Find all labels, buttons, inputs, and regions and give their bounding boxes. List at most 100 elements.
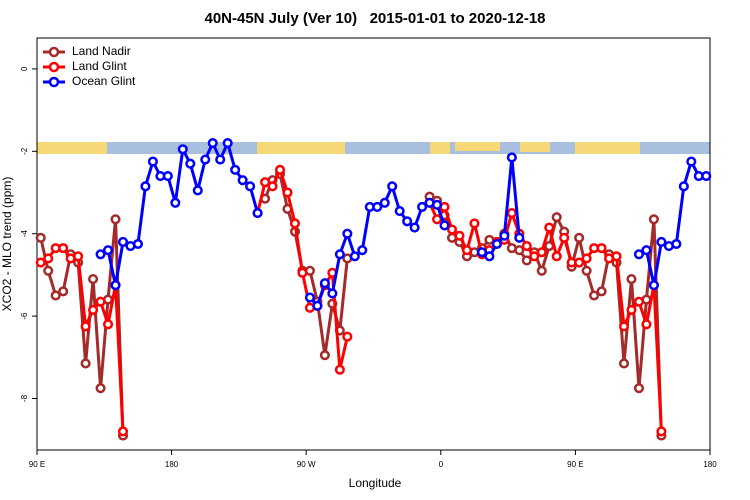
data-point [357,245,368,256]
data-point [282,187,293,198]
data-point [200,154,211,165]
data-point [379,197,390,208]
data-point [349,251,360,262]
data-point [215,154,226,165]
x-tick-label: 90 E [567,460,583,469]
data-point [581,253,592,264]
data-point [432,214,443,225]
data-point [177,144,188,155]
data-point [43,253,54,264]
data-point [102,319,114,330]
data-point [491,238,502,250]
data-point [596,286,607,297]
x-tick-label: 0 [439,460,444,469]
data-point [334,364,345,375]
data-point [334,249,345,260]
data-point [267,181,278,192]
plot-frame [36,37,711,451]
data-point [185,158,196,169]
y-tick-label: -2 [20,147,29,155]
data-point [274,164,286,175]
y-axis-label: XCO2 - MLO trend (ppm) [0,177,14,312]
legend-label: Land Nadir [72,44,131,58]
x-tick-label: 90 W [297,460,316,469]
data-point [192,185,203,196]
data-point [95,249,106,260]
data-point [633,383,645,394]
data-point [297,267,308,278]
data-point [506,152,517,163]
data-point [648,280,659,291]
data-point [387,181,398,192]
data-point [656,426,667,437]
data-point [88,304,99,315]
legend-label: Ocean Glint [72,74,136,88]
data-point [484,251,495,262]
data-point [102,245,114,256]
data-point [319,278,330,289]
data-point [80,358,91,369]
x-tick-label: 180 [703,460,717,469]
data-point [222,138,233,149]
data-point [574,257,585,268]
data-point [641,319,652,330]
data-point [469,218,480,229]
data-point [140,181,151,192]
data-point [117,236,129,247]
data-point [678,181,689,192]
data-point [648,214,659,225]
data-point [536,265,547,276]
data-point [289,218,301,229]
data-point [559,232,570,243]
data-point [454,230,465,241]
data-point [514,245,525,256]
data-point [237,175,248,186]
data-point [147,156,158,167]
data-point [73,251,84,262]
data-point [260,177,271,188]
data-point [342,228,353,239]
data-point [35,257,46,268]
data-point [110,280,121,291]
data-point [207,138,218,149]
data-point [132,238,143,250]
data-point [417,201,428,212]
data-point [626,304,637,315]
data-point [499,230,510,241]
x-tick-label: 90 E [29,460,45,469]
data-point [50,290,61,301]
series-line [39,172,663,436]
y-tick-label: -8 [20,394,29,402]
data-point [641,245,652,256]
y-tick-label: 0 [20,66,29,71]
data-point [117,426,129,437]
data-point [671,238,682,250]
data-point [402,216,413,227]
data-point [633,296,645,307]
data-point [170,197,181,208]
data-point [230,164,241,175]
data-point [551,251,562,262]
data-point [95,383,106,394]
data-point [551,212,562,223]
data-point [43,265,54,276]
data-point [58,286,69,297]
legend-marker [48,46,60,58]
legend-label: Land Glint [72,59,127,73]
data-point [35,232,46,243]
y-tick-label: -4 [20,230,29,238]
data-point [596,243,607,254]
data-point [80,321,91,332]
data-point [521,255,532,266]
chart-title: 40N-45N July (Ver 10) 2015-01-01 to 2020… [204,10,545,27]
data-point [394,205,405,217]
data-point [618,321,630,332]
data-point [409,222,420,233]
data-point [633,249,645,260]
data-point [521,241,532,252]
data-point [461,245,473,256]
data-point [342,331,353,342]
data-point [589,290,600,301]
data-point [626,273,637,285]
